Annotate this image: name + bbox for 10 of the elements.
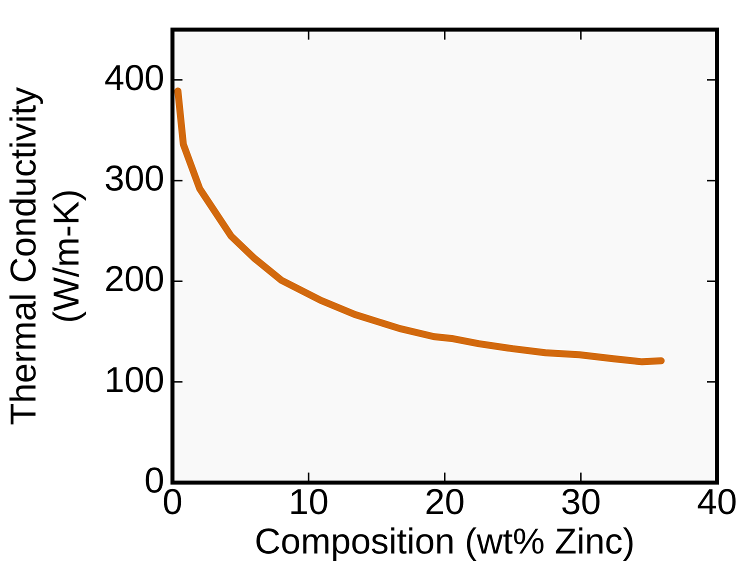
x-tick-label: 30 [560,481,601,522]
y-tick-label: 400 [104,56,164,98]
y-tick-label: 200 [104,258,164,300]
x-tick-label: 40 [696,481,738,522]
x-tick-label: 10 [288,481,329,522]
x-axis-title: Composition (wt% Zinc) [254,520,635,562]
y-tick-label: 100 [104,358,164,400]
x-tick-label: 20 [424,481,465,522]
y-axis-title: Thermal Conductivity (W/m-K) [2,87,87,426]
y-tick-label: 300 [104,158,164,199]
